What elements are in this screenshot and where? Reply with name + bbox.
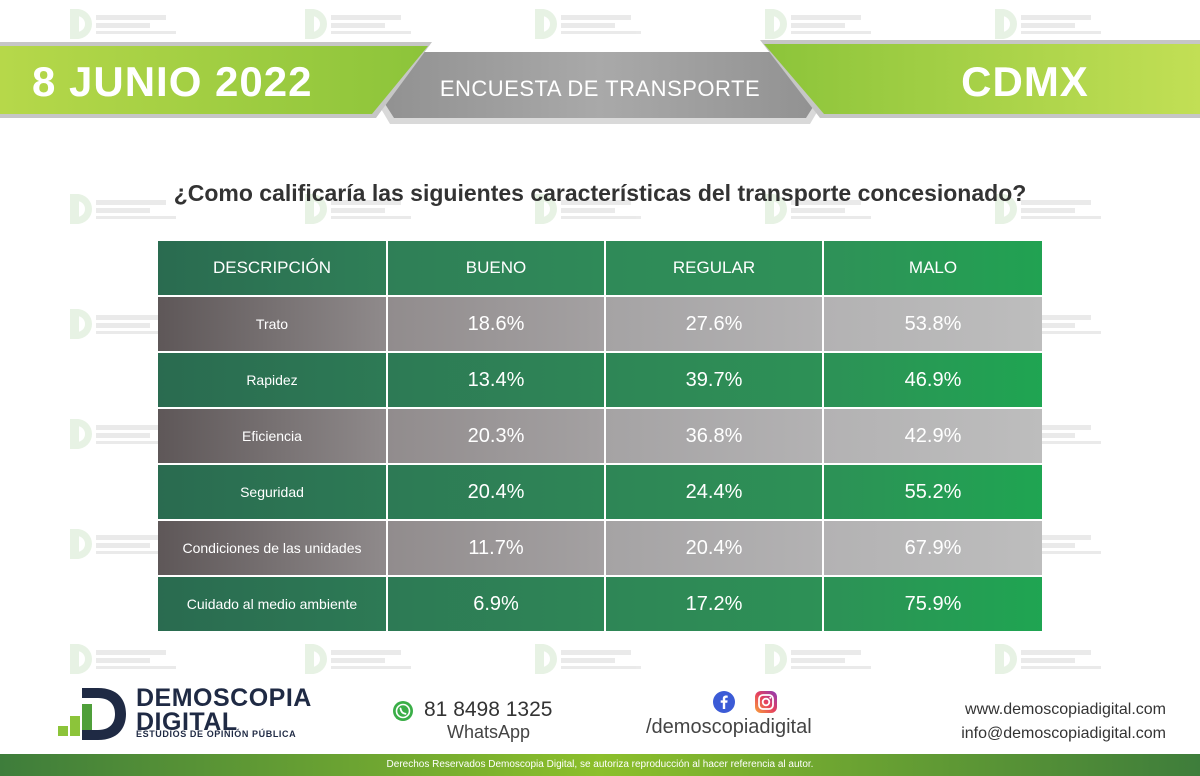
- value-regular: 36.8%: [606, 409, 824, 463]
- whatsapp-contact[interactable]: 81 8498 1325 WhatsApp: [392, 698, 572, 746]
- table-row: Cuidado al medio ambiente 6.9% 17.2% 75.…: [158, 577, 1042, 631]
- value-regular: 17.2%: [606, 577, 824, 631]
- value-malo: 46.9%: [824, 353, 1042, 407]
- row-label: Rapidez: [158, 353, 388, 407]
- column-header-regular: REGULAR: [606, 241, 824, 295]
- value-regular: 27.6%: [606, 297, 824, 351]
- whatsapp-number: 81 8498 1325: [424, 698, 553, 721]
- brand-name-line1: DEMOSCOPIA: [136, 684, 312, 712]
- column-header-descripcion: DESCRIPCIÓN: [158, 241, 388, 295]
- value-malo: 42.9%: [824, 409, 1042, 463]
- table-row: Rapidez 13.4% 39.7% 46.9%: [158, 353, 1042, 407]
- table-row: Seguridad 20.4% 24.4% 55.2%: [158, 465, 1042, 519]
- survey-title: ENCUESTA DE TRANSPORTE: [439, 76, 761, 101]
- watermark-logo: [995, 635, 1115, 683]
- value-regular: 39.7%: [606, 353, 824, 407]
- value-malo: 75.9%: [824, 577, 1042, 631]
- results-table: DESCRIPCIÓN BUENO REGULAR MALO Trato 18.…: [158, 241, 1042, 633]
- question-heading: ¿Como calificaría las siguientes caracte…: [173, 180, 1027, 206]
- instagram-icon[interactable]: [754, 690, 778, 714]
- row-label: Condiciones de las unidades: [158, 521, 388, 575]
- watermark-logo: [70, 635, 190, 683]
- value-bueno: 20.4%: [388, 465, 606, 519]
- whatsapp-label: WhatsApp: [447, 722, 531, 742]
- value-bueno: 11.7%: [388, 521, 606, 575]
- brand-tagline: ESTUDIOS DE OPINIÓN PÚBLICA: [136, 729, 297, 739]
- brand-name-line2: DIGITAL: [136, 708, 238, 736]
- value-bueno: 18.6%: [388, 297, 606, 351]
- logo-d-mark: [58, 688, 126, 740]
- value-malo: 67.9%: [824, 521, 1042, 575]
- whatsapp-icon: [393, 701, 413, 721]
- row-label: Trato: [158, 297, 388, 351]
- row-label: Cuidado al medio ambiente: [158, 577, 388, 631]
- value-regular: 20.4%: [606, 521, 824, 575]
- watermark-logo: [535, 635, 655, 683]
- header-shapes: [0, 40, 1200, 124]
- value-malo: 55.2%: [824, 465, 1042, 519]
- watermark-logo: [765, 635, 885, 683]
- value-regular: 24.4%: [606, 465, 824, 519]
- table-row: Trato 18.6% 27.6% 53.8%: [158, 297, 1042, 351]
- header-banner: 8 JUNIO 2022 ENCUESTA DE TRANSPORTE CDMX: [0, 0, 1200, 150]
- value-bueno: 6.9%: [388, 577, 606, 631]
- table-row: Condiciones de las unidades 11.7% 20.4% …: [158, 521, 1042, 575]
- survey-city: CDMX: [961, 58, 1089, 105]
- column-header-bueno: BUENO: [388, 241, 606, 295]
- facebook-icon[interactable]: [712, 690, 736, 714]
- value-malo: 53.8%: [824, 297, 1042, 351]
- social-handle[interactable]: /demoscopiadigital: [646, 716, 812, 738]
- contact-info: www.demoscopiadigital.com info@demoscopi…: [930, 698, 1166, 746]
- table-row: Eficiencia 20.3% 36.8% 42.9%: [158, 409, 1042, 463]
- table-header-row: DESCRIPCIÓN BUENO REGULAR MALO: [158, 241, 1042, 295]
- row-label: Eficiencia: [158, 409, 388, 463]
- brand-logo: DEMOSCOPIA DIGITAL ESTUDIOS DE OPINIÓN P…: [58, 686, 311, 742]
- social-links: /demoscopiadigital: [640, 690, 830, 742]
- watermark-logo: [305, 635, 425, 683]
- value-bueno: 13.4%: [388, 353, 606, 407]
- value-bueno: 20.3%: [388, 409, 606, 463]
- survey-date: 8 JUNIO 2022: [32, 58, 313, 105]
- copyright-bar: Derechos Reservados Demoscopia Digital, …: [0, 754, 1200, 776]
- email-link[interactable]: info@demoscopiadigital.com: [961, 725, 1166, 742]
- column-header-malo: MALO: [824, 241, 1042, 295]
- website-link[interactable]: www.demoscopiadigital.com: [965, 701, 1166, 718]
- row-label: Seguridad: [158, 465, 388, 519]
